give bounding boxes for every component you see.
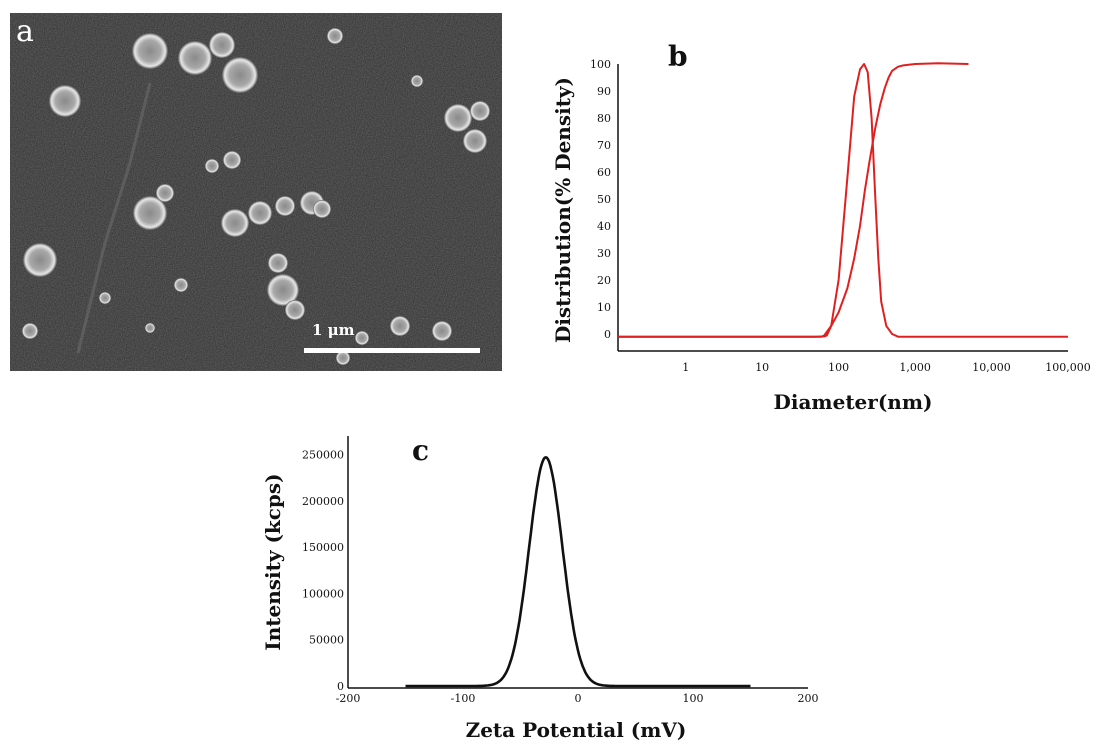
y-tick-label: 60 (597, 166, 611, 179)
sem-particles (22, 28, 490, 365)
chart-b-y-ticks: 0 10 20 30 40 50 60 70 80 90 100 (590, 58, 611, 341)
scale-bar (304, 348, 480, 353)
chart-b-series (618, 62, 1068, 338)
y-tick-label: 200000 (302, 495, 344, 508)
chart-c-ylabel: Intensity (kcps) (261, 473, 285, 650)
x-tick-label: 100 (683, 692, 704, 705)
x-tick-label: 200 (798, 692, 819, 705)
cumulative-curve (618, 62, 969, 338)
x-tick-label: 100,000 (1045, 361, 1091, 374)
chart-c-y-ticks: 0 50000 100000 150000 200000 250000 (302, 449, 344, 693)
y-tick-label: 70 (597, 139, 611, 152)
y-tick-label: 40 (597, 220, 611, 233)
y-tick-label: 250000 (302, 449, 344, 462)
sem-fiber (76, 82, 152, 354)
y-tick-label: 50000 (309, 634, 344, 647)
y-tick-label: 0 (337, 680, 344, 693)
chart-b-ylabel: Distribution(% Density) (551, 77, 575, 343)
chart-b-xlabel: Diameter(nm) (774, 390, 933, 414)
y-tick-label: 150000 (302, 541, 344, 554)
density-curve (618, 63, 1068, 338)
chart-c-xlabel: Zeta Potential (mV) (466, 718, 687, 742)
x-tick-label: -100 (451, 692, 476, 705)
zeta-curve (405, 456, 751, 688)
x-tick-label: 0 (575, 692, 582, 705)
x-tick-label: 100 (828, 361, 849, 374)
y-tick-label: 0 (604, 328, 611, 341)
x-tick-label: -200 (336, 692, 361, 705)
chart-c-series (405, 456, 751, 688)
chart-b-x-ticks: 1 10 100 1,000 10,000 100,000 (682, 361, 1091, 374)
panel-a-letter: a (16, 14, 34, 49)
scale-bar-label: 1 μm (312, 321, 355, 339)
x-tick-label: 10,000 (972, 361, 1011, 374)
x-tick-label: 1 (682, 361, 689, 374)
y-tick-label: 90 (597, 85, 611, 98)
y-tick-label: 50 (597, 193, 611, 206)
panel-b-letter: b (668, 40, 688, 73)
chart-c-x-ticks: -200 -100 0 100 200 (336, 692, 819, 705)
sem-micrograph: a 1 μm (10, 13, 502, 371)
y-tick-label: 80 (597, 112, 611, 125)
y-tick-label: 30 (597, 247, 611, 260)
panel-c-letter: c (412, 434, 429, 467)
y-tick-label: 20 (597, 274, 611, 287)
y-tick-label: 10 (597, 301, 611, 314)
y-tick-label: 100 (590, 58, 611, 71)
x-tick-label: 1,000 (899, 361, 931, 374)
x-tick-label: 10 (755, 361, 769, 374)
y-tick-label: 100000 (302, 587, 344, 600)
